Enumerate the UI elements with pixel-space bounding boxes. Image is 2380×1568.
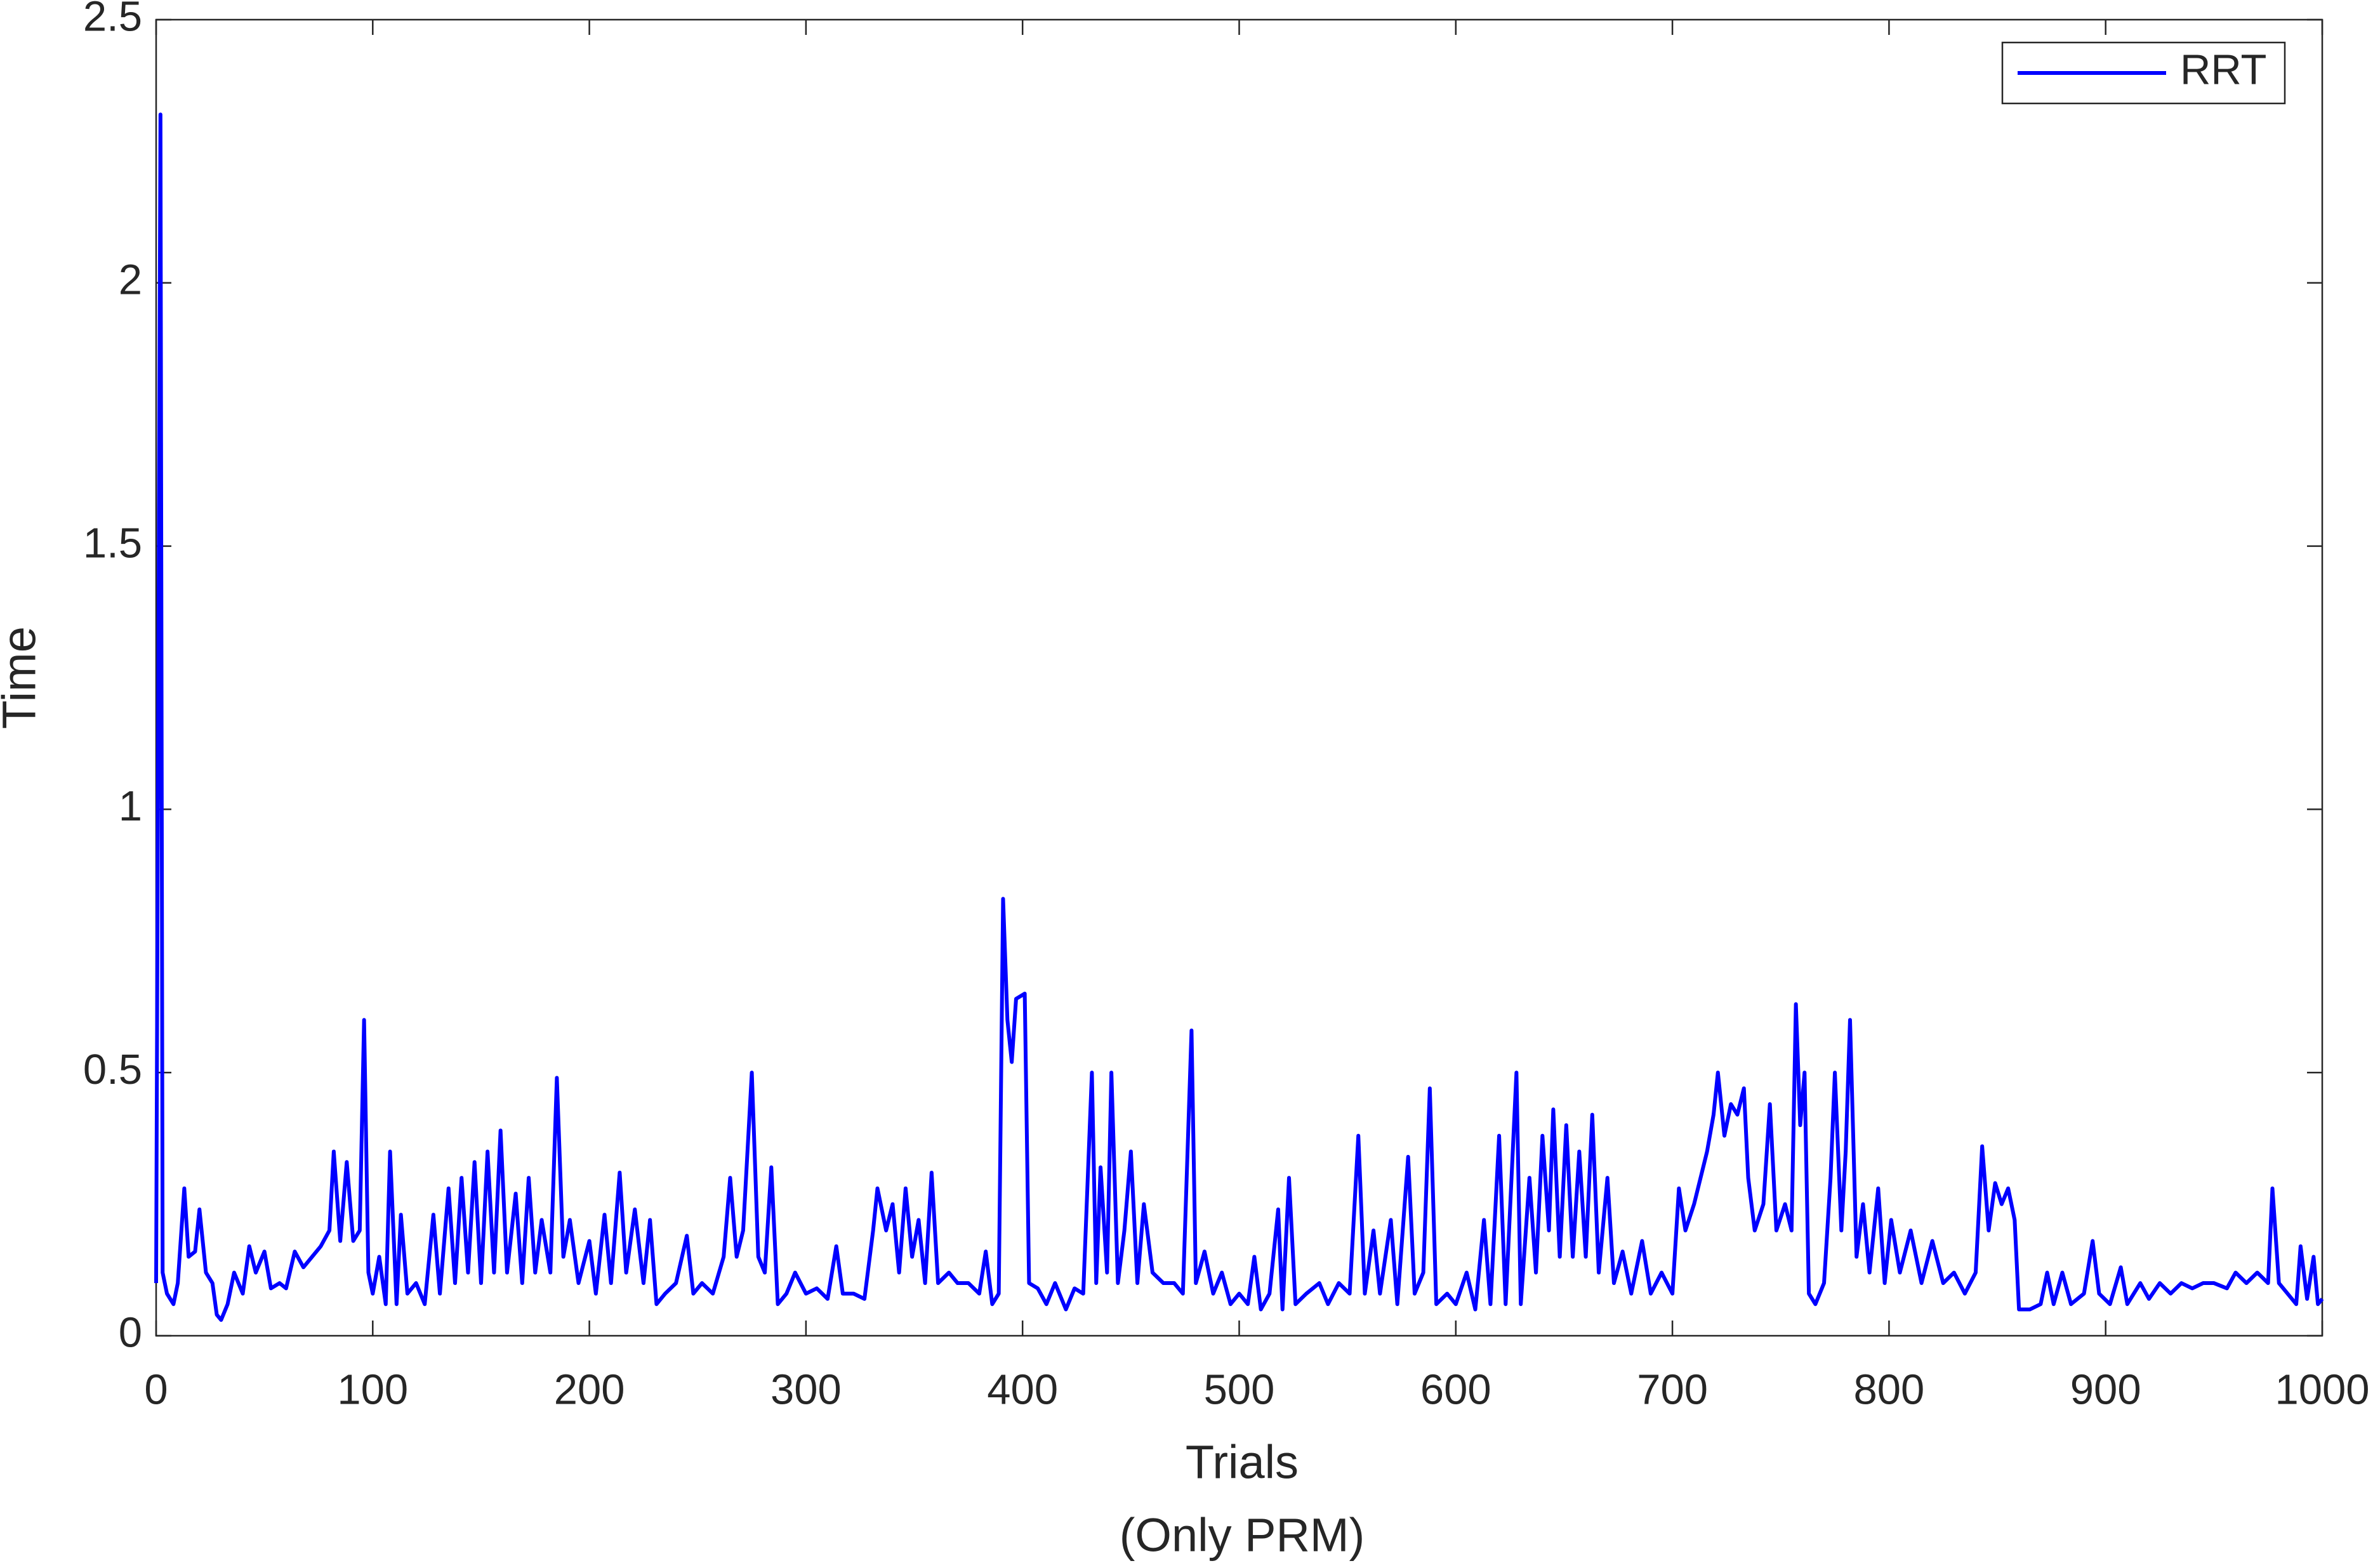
y-tick-label: 0	[119, 1309, 142, 1357]
y-axis-label: Time	[0, 626, 46, 729]
x-tick-label: 700	[1637, 1366, 1708, 1414]
x-axis-label: Trials	[1186, 1436, 1299, 1489]
x-tick-label: 200	[554, 1366, 625, 1414]
plot-box	[155, 18, 2324, 1337]
x-tick-label: 500	[1204, 1366, 1275, 1414]
y-tick-label: 0.5	[83, 1046, 142, 1093]
y-tick-label: 1.5	[83, 519, 142, 567]
data-line	[154, 112, 2324, 1322]
x-tick-label: 0	[144, 1366, 168, 1414]
x-axis-note: (Only PRM)	[1120, 1509, 1365, 1562]
x-tick-label: 300	[770, 1366, 842, 1414]
x-tick-label: 600	[1420, 1366, 1491, 1414]
x-tick-label: 800	[1854, 1366, 1925, 1414]
legend-label: RRT	[2180, 46, 2267, 94]
y-tick-label: 2	[119, 256, 142, 304]
x-tick-label: 100	[337, 1366, 408, 1414]
x-tick-label: 1000	[2275, 1366, 2369, 1414]
y-tick-label: 2.5	[83, 0, 142, 41]
x-tick-label: 900	[2070, 1366, 2141, 1414]
x-tick-label: 400	[987, 1366, 1058, 1414]
y-tick-label: 1	[119, 782, 142, 830]
